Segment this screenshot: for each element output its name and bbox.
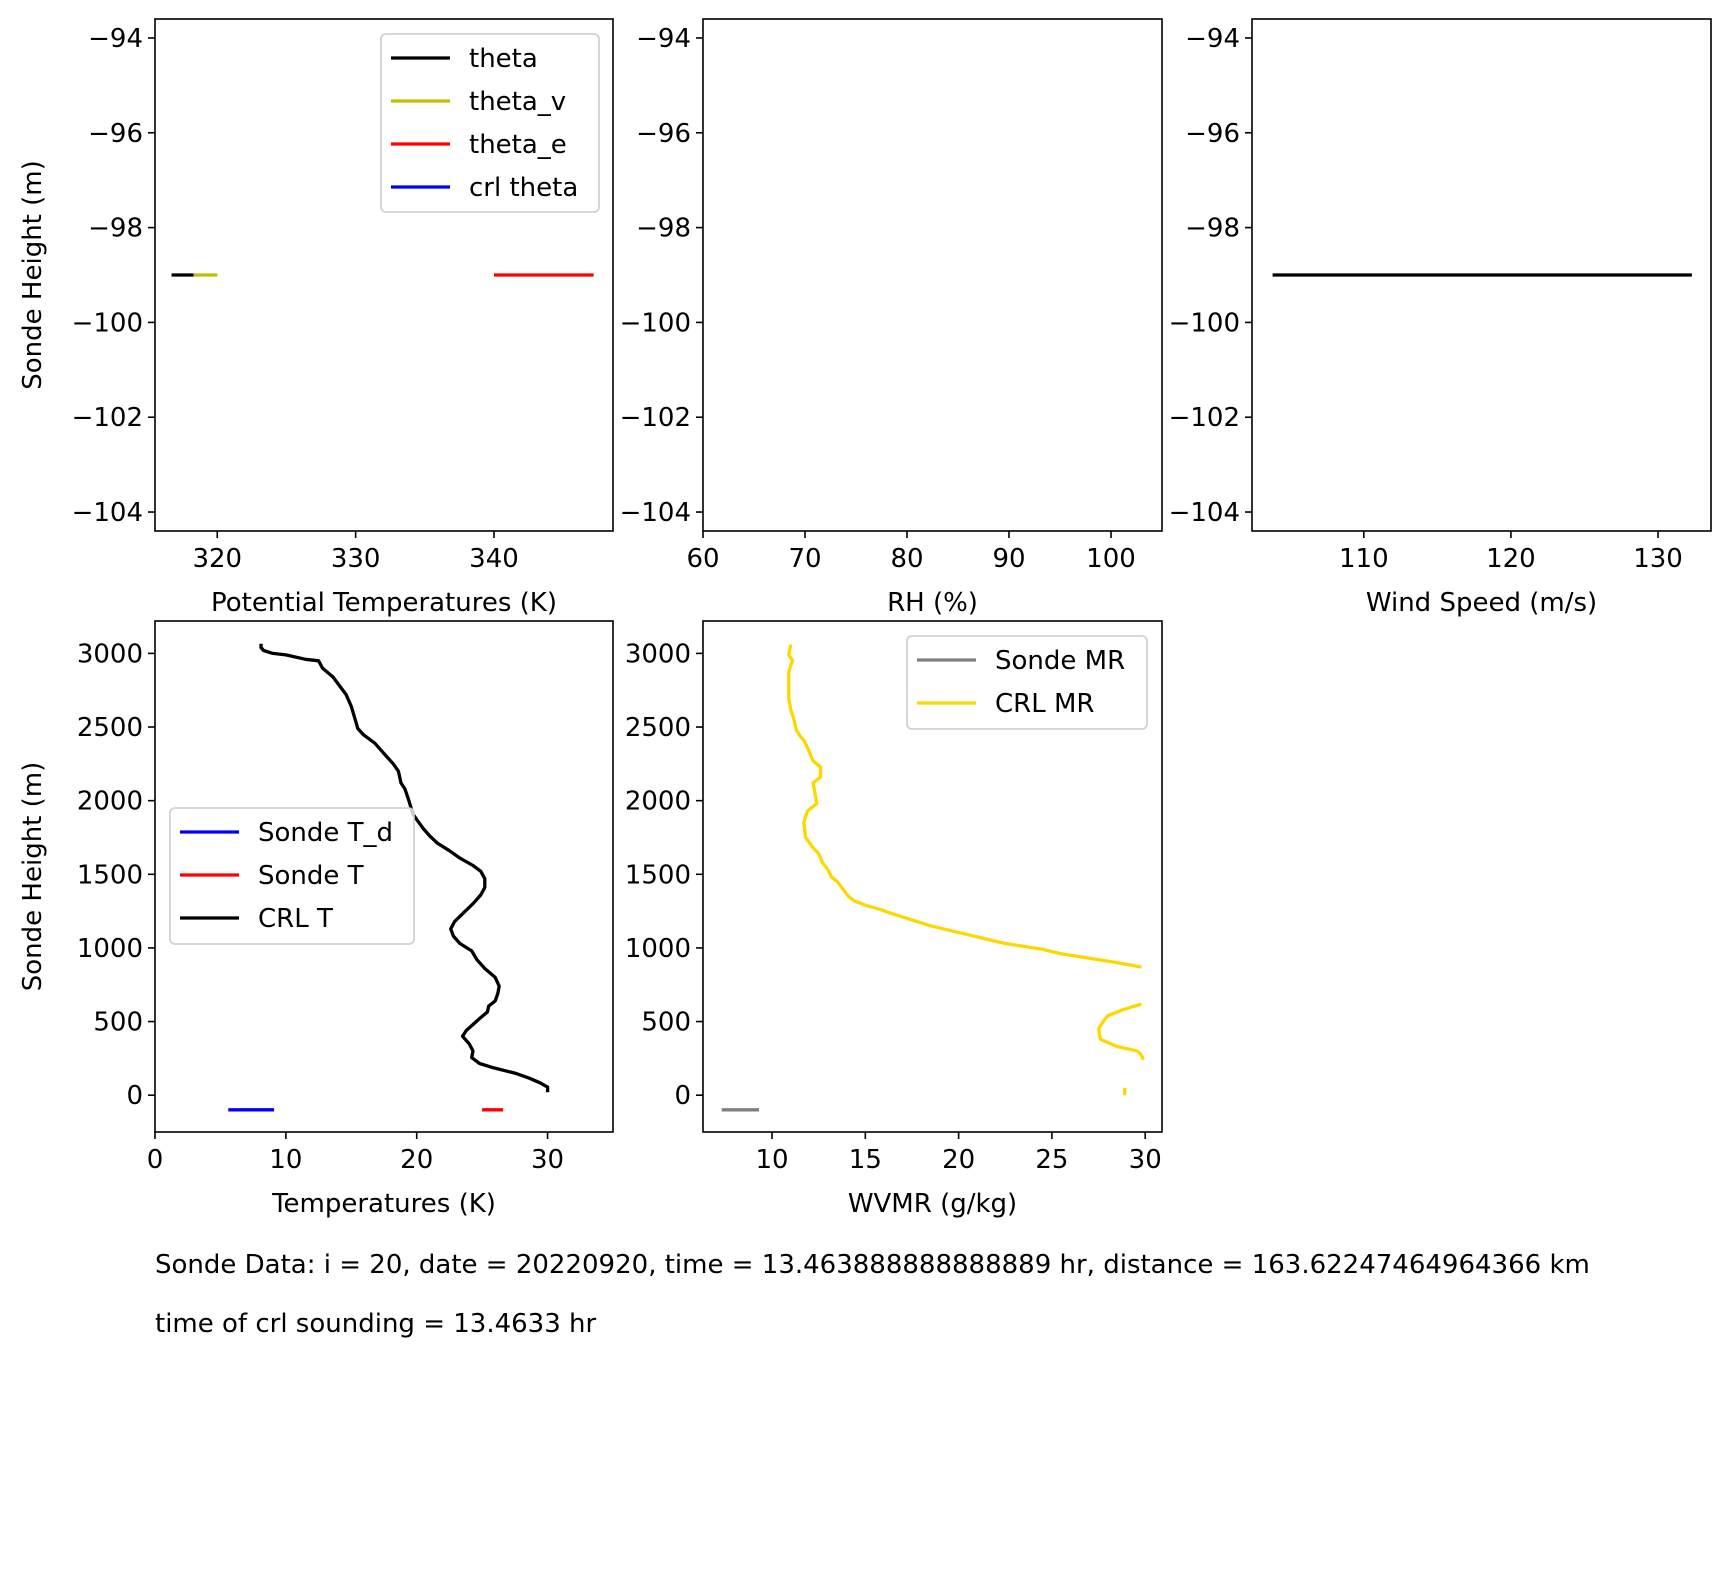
x-tick-label: 25 [1035,1145,1068,1175]
x-tick-label: 340 [469,544,519,574]
legend-entry: crl theta [469,173,578,203]
y-tick-label: −104 [72,498,143,528]
x-tick-label: 15 [849,1145,882,1175]
x-tick-label: 330 [331,544,381,574]
y-tick-label: 500 [641,1008,691,1038]
panel-2: 60 70 80 90 100 −94 −96 −98 −100 −102 −104 RH (%) [620,18,1163,618]
crl-time-text: time of crl sounding = 13.4633 hr [155,1309,596,1339]
y-tick-label: −100 [1169,308,1240,338]
legend-entry: theta [469,44,538,74]
axes-frame [702,620,1163,1133]
y-tick-label: −96 [1185,119,1240,149]
x-tick-label: 120 [1486,544,1536,574]
x-tick-label: 20 [942,1145,975,1175]
legend-entry: Sonde T_d [258,818,393,848]
y-tick-label: 1000 [625,934,691,964]
y-tick-label: −98 [1185,214,1240,244]
y-tick-label: −98 [636,214,691,244]
y-axis-label: Sonde Height (m) [18,160,48,389]
y-tick-label: −98 [88,214,143,244]
x-tick-label: 0 [147,1145,164,1175]
panel-1: 320 330 340 −94 −96 −98 −100 −102 −104 Potential … [18,18,614,618]
x-tick-label: 30 [1129,1145,1162,1175]
axes-frame [1251,18,1712,532]
y-tick-label: 1500 [77,860,143,890]
x-axis-label: Potential Temperatures (K) [211,588,557,618]
series-line-crl-t [259,643,550,1093]
legend-box [169,807,415,945]
y-tick-label: −96 [88,119,143,149]
legend: Sonde MR CRL MR [906,635,1148,730]
panel-5: 10 15 20 25 30 0 500 1000 1500 2000 2500 3000 WVMR (… [625,620,1163,1219]
series-line-crl-mr-1 [1136,1049,1145,1061]
y-tick-label: 2000 [625,787,691,817]
x-tick-label: 10 [269,1145,302,1175]
x-tick-label: 30 [531,1145,564,1175]
plot-area [721,644,1145,1112]
y-tick-label: 1500 [625,860,691,890]
x-axis-label: Temperatures (K) [271,1189,496,1219]
legend-entry: CRL T [258,904,333,934]
x-tick-label: 90 [992,544,1025,574]
x-tick-label: 10 [755,1145,788,1175]
legend-entry: theta_v [469,87,566,117]
y-tick-label: 500 [93,1008,143,1038]
y-tick-label: −94 [636,24,691,54]
legend-entry: Sonde MR [995,646,1125,676]
axes-frame [154,18,614,532]
x-axis-label: WVMR (g/kg) [848,1189,1017,1219]
y-tick-label: 0 [126,1081,143,1111]
y-axis-label: Sonde Height (m) [18,762,48,991]
x-axis-label: Wind Speed (m/s) [1366,588,1597,618]
y-tick-label: 3000 [625,639,691,669]
series-line-crl-mr-2 [1096,1002,1142,1053]
y-tick-label: −104 [620,498,691,528]
y-tick-label: −104 [1169,498,1240,528]
sonde-info-text: Sonde Data: i = 20, date = 20220920, tim… [155,1250,1590,1280]
x-tick-label: 110 [1339,544,1389,574]
panel-3: 110 120 130 −94 −96 −98 −100 −102 −104 Wind Speed… [1169,18,1712,618]
legend-entry: Sonde T [258,861,364,891]
axes-frame [702,18,1163,532]
y-tick-label: −102 [1169,403,1240,433]
y-tick-label: 3000 [77,639,143,669]
y-tick-label: −102 [620,403,691,433]
plot-area [228,643,550,1112]
legend: Sonde T_d Sonde T CRL T [169,807,415,945]
y-tick-label: 1000 [77,934,143,964]
axes-frame [154,620,614,1133]
y-tick-label: −100 [72,308,143,338]
y-tick-label: 0 [674,1081,691,1111]
legend-entry: theta_e [469,130,567,160]
panels: 320 330 340 −94 −96 −98 −100 −102 −104 Potential … [18,18,1712,1219]
y-tick-label: 2000 [77,787,143,817]
y-tick-label: −100 [620,308,691,338]
legend-box [380,33,600,213]
x-tick-label: 80 [890,544,923,574]
x-tick-label: 60 [686,544,719,574]
y-tick-label: −94 [1185,24,1240,54]
x-tick-label: 130 [1633,544,1683,574]
y-tick-label: 2500 [625,713,691,743]
x-tick-label: 20 [400,1145,433,1175]
x-tick-label: 100 [1086,544,1136,574]
x-tick-label: 320 [192,544,242,574]
panel-4: 0 10 20 30 0 500 1000 1500 2000 2500 3000 Temperatu… [18,620,614,1219]
y-tick-label: 2500 [77,713,143,743]
y-tick-label: −94 [88,24,143,54]
legend-entry: CRL MR [995,689,1094,719]
x-tick-label: 70 [788,544,821,574]
series-line-crl-mr-3 [787,644,1142,969]
y-tick-label: −96 [636,119,691,149]
x-axis-label: RH (%) [887,588,978,618]
y-tick-label: −102 [72,403,143,433]
